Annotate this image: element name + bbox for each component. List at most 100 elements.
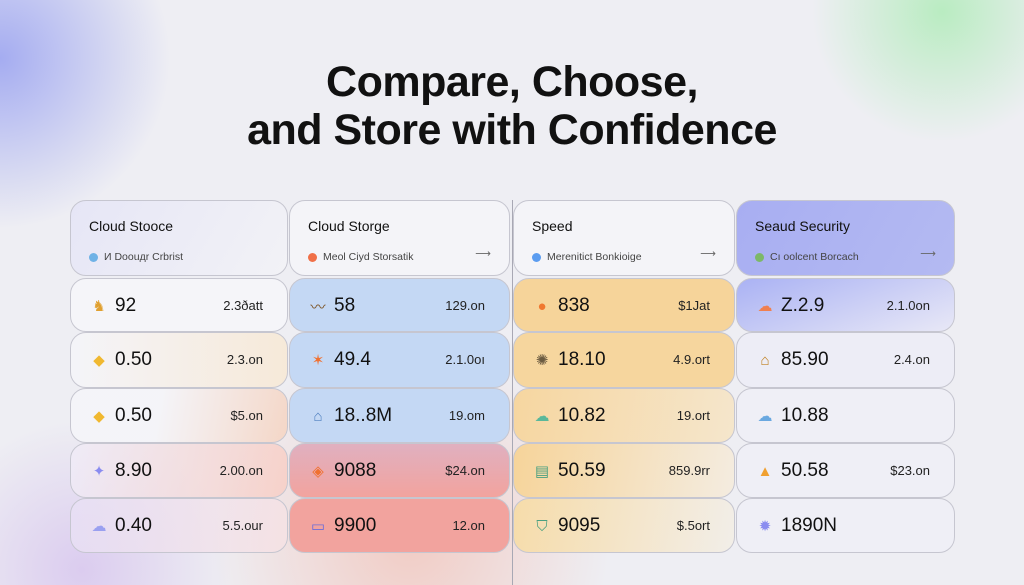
table-row[interactable]: ☁ 10.88 xyxy=(736,388,955,443)
table-row[interactable]: ◈ 9088 $24.on xyxy=(289,443,510,498)
table-row[interactable]: 〰 58 129.on xyxy=(289,278,510,332)
column-title: Cloud Stooce xyxy=(89,218,174,234)
table-row[interactable]: ◆ 0.50 $5.on xyxy=(70,388,288,443)
diamond-icon: ◆ xyxy=(93,352,105,369)
arrow-icon[interactable]: ⟶ xyxy=(475,248,491,260)
row-value: 50.58 xyxy=(781,460,829,481)
subtitle-text: Meol Ciyd Storsatik xyxy=(323,251,414,263)
table-row[interactable]: ✺ 18.10 4.9.ort xyxy=(513,332,735,388)
row-value: 50.59 xyxy=(558,460,606,481)
column-divider xyxy=(512,200,513,585)
row-value: 0.40 xyxy=(115,515,152,536)
drive-icon: ▭ xyxy=(310,518,326,535)
table-row[interactable]: ◆ 0.50 2.3.on xyxy=(70,332,288,388)
row-value: 18.10 xyxy=(558,349,606,370)
cloud-icon: ☁ xyxy=(757,408,773,425)
shield-icon: ⛉ xyxy=(536,517,548,535)
row-price: 129.on xyxy=(445,298,485,313)
table-row[interactable]: ● 838 $1Jat xyxy=(513,278,735,332)
column-subtitle: Merenitict Bonkioige xyxy=(532,251,642,263)
row-value: 9088 xyxy=(334,460,377,481)
robot-icon: ♞ xyxy=(92,298,106,315)
waveform-icon: 〰 xyxy=(310,298,326,316)
table-row[interactable]: ✦ 8.90 2.00.on xyxy=(70,443,288,498)
status-dot-icon xyxy=(89,252,98,262)
row-price: 2.3.on xyxy=(226,352,263,367)
gauge-icon: ● xyxy=(537,297,547,315)
server-icon: ▤ xyxy=(534,463,550,480)
column-header-2[interactable]: Cloud Storge Meol Ciyd Storsatik ⟶ xyxy=(289,200,510,276)
cone-icon: ▲ xyxy=(757,462,773,480)
row-value: 0.50 xyxy=(115,349,152,370)
column-subtitle: Cı oolcent Borcach xyxy=(755,251,859,263)
row-price: 2.4.on xyxy=(893,352,930,367)
lock-icon: ⌂ xyxy=(313,407,323,425)
title-line-1: Compare, Choose, xyxy=(326,58,698,106)
arrow-icon[interactable]: ⟶ xyxy=(700,248,716,260)
row-price: 19.om xyxy=(448,408,485,423)
row-value: 58 xyxy=(334,295,356,316)
row-price: $24.on xyxy=(445,463,485,478)
row-price: 2.3ðatt xyxy=(223,298,263,313)
column-header-1[interactable]: Cloud Stooce И Doouдr Crbrist xyxy=(70,200,288,276)
table-row[interactable]: ☁ Z.2.9 2.1.0on xyxy=(736,278,955,332)
row-value: 1890N xyxy=(781,515,837,536)
column-subtitle: И Doouдr Crbrist xyxy=(89,251,183,263)
subtitle-text: И Doouдr Crbrist xyxy=(104,251,184,263)
row-price: 5.5.our xyxy=(222,518,263,533)
table-row[interactable]: ☁ 10.82 19.ort xyxy=(513,388,735,443)
row-price: 2.00.on xyxy=(219,463,263,478)
row-value: 10.88 xyxy=(781,405,829,426)
row-value: 92 xyxy=(115,295,137,316)
table-row[interactable]: ✹ 1890N xyxy=(736,498,955,553)
column-title: Cloud Storge xyxy=(308,218,390,234)
row-price: $5.on xyxy=(230,408,263,423)
star-diamond-icon: ✦ xyxy=(92,463,106,480)
cloud-icon: ☁ xyxy=(91,518,107,535)
status-dot-icon xyxy=(308,252,317,262)
cloud-icon: ☁ xyxy=(757,298,773,315)
arrow-icon[interactable]: ⟶ xyxy=(920,248,936,260)
target-box-icon: ◈ xyxy=(312,463,324,480)
table-row[interactable]: ▲ 50.58 $23.on xyxy=(736,443,955,498)
table-row[interactable]: ☁ 0.40 5.5.our xyxy=(70,498,288,553)
row-value: 0.50 xyxy=(115,405,152,426)
status-dot-icon xyxy=(532,252,541,262)
row-price: 2.1.0oı xyxy=(445,352,485,367)
column-subtitle: Meol Ciyd Storsatik xyxy=(308,251,413,263)
table-row[interactable]: ▭ 9900 12.on xyxy=(289,498,510,553)
subtitle-text: Cı oolcent Borcach xyxy=(770,251,859,263)
row-price: 4.9.ort xyxy=(673,352,710,367)
row-price: 859.9rr xyxy=(668,463,710,478)
row-price: $23.on xyxy=(890,463,930,478)
table-row[interactable]: ✶ 49.4 2.1.0oı xyxy=(289,332,510,388)
row-price: 12.on xyxy=(452,518,485,533)
table-row[interactable]: ⛉ 9095 $.5ort xyxy=(513,498,735,553)
column-title: Speed xyxy=(532,218,573,234)
bug-icon: ✹ xyxy=(758,518,772,535)
table-row[interactable]: ⌂ 18..8M 19.om xyxy=(289,388,510,443)
row-value: Z.2.9 xyxy=(781,295,825,316)
row-value: 18..8M xyxy=(334,405,393,426)
star-box-icon: ✶ xyxy=(311,352,325,369)
row-value: 8.90 xyxy=(115,460,152,481)
table-row[interactable]: ♞ 92 2.3ðatt xyxy=(70,278,288,332)
row-value: 49.4 xyxy=(334,349,371,370)
page-title: Compare, Choose, and Store with Confiden… xyxy=(0,58,1024,154)
column-header-4[interactable]: Seaud Security Cı oolcent Borcach ⟶ xyxy=(736,200,955,276)
row-price: $1Jat xyxy=(678,298,710,313)
row-value: 10.82 xyxy=(558,405,606,426)
column-header-3[interactable]: Speed Merenitict Bonkioige ⟶ xyxy=(513,200,735,276)
column-title: Seaud Security xyxy=(755,218,850,234)
row-value: 9095 xyxy=(558,515,601,536)
table-row[interactable]: ⌂ 85.90 2.4.on xyxy=(736,332,955,388)
diamond-icon: ◆ xyxy=(93,408,105,425)
table-row[interactable]: ▤ 50.59 859.9rr xyxy=(513,443,735,498)
gear-icon: ✺ xyxy=(535,352,549,369)
row-price: 2.1.0on xyxy=(886,298,930,313)
subtitle-text: Merenitict Bonkioige xyxy=(547,251,642,263)
status-dot-icon xyxy=(755,252,764,262)
row-value: 85.90 xyxy=(781,349,829,370)
cloud-icon: ☁ xyxy=(534,408,550,425)
row-value: 9900 xyxy=(334,515,377,536)
